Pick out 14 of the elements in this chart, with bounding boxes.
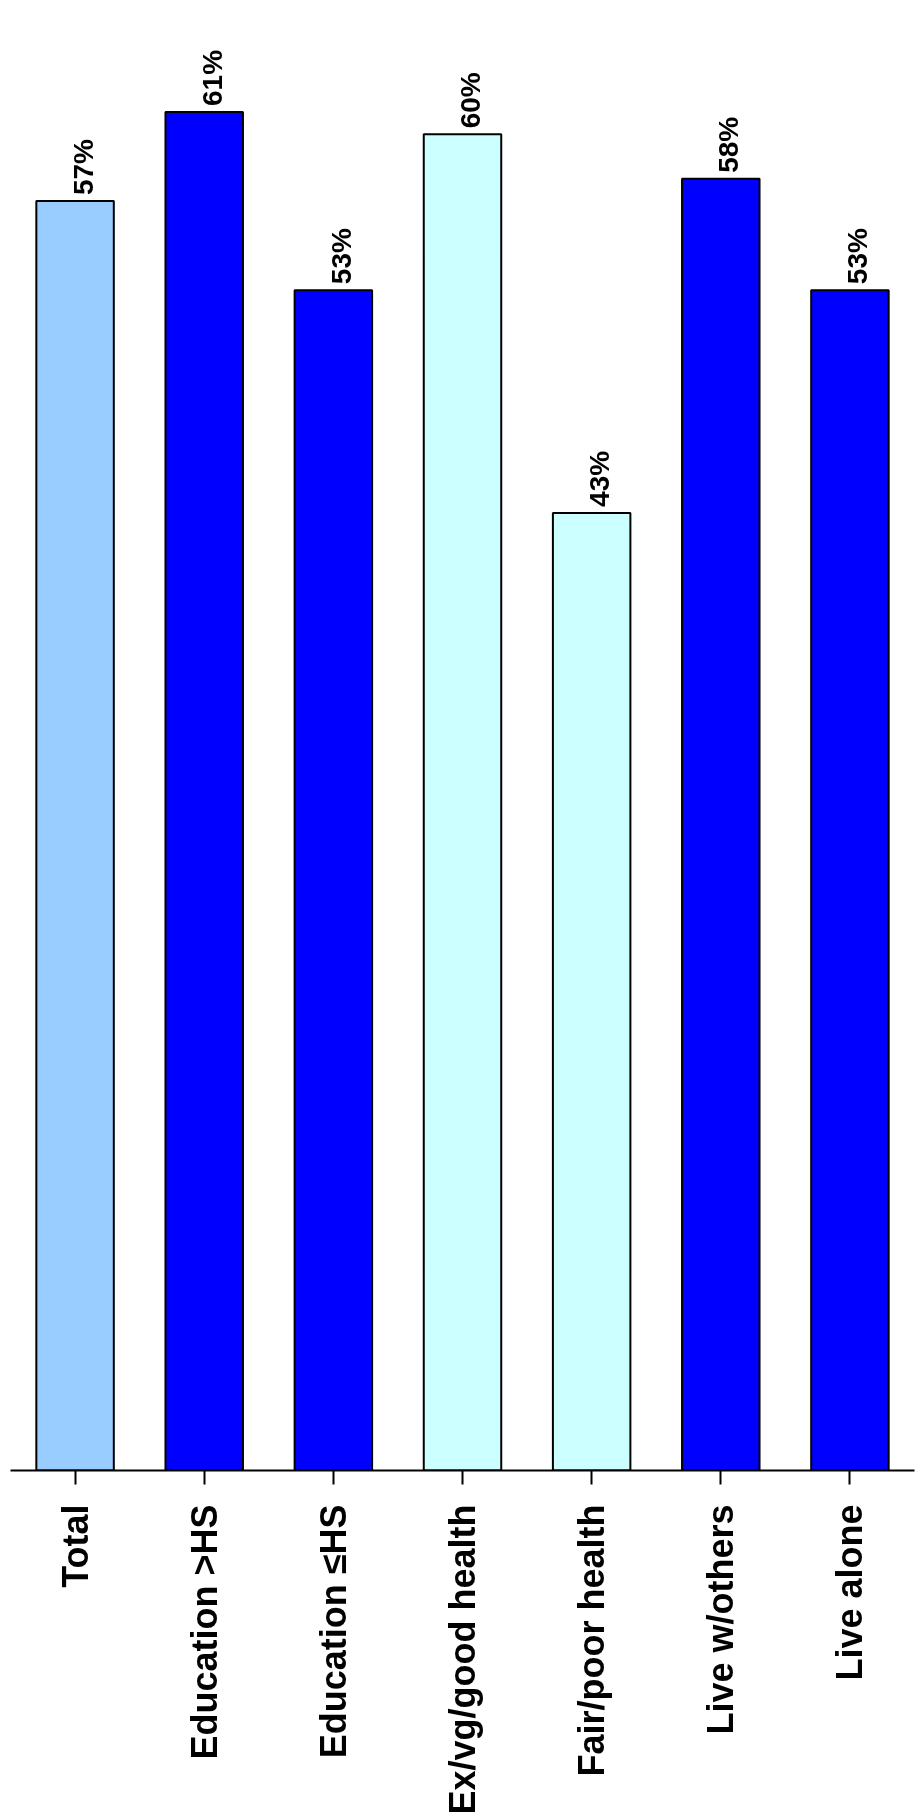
data-label: 43% (584, 450, 616, 507)
x-tick-label: Fair/poor health (571, 1504, 613, 1777)
x-tick-label: Education ≤HS (312, 1504, 354, 1759)
x-tick-label: Ex/vg/good health (442, 1504, 483, 1815)
data-label: 60% (455, 72, 486, 129)
data-label: 57% (67, 138, 99, 196)
x-tick-label: Live alone (829, 1504, 871, 1681)
x-tick-label: Total (54, 1504, 96, 1588)
data-label: 53% (325, 228, 357, 285)
data-label: 61% (196, 49, 228, 107)
data-label: 53% (842, 228, 874, 285)
x-tick-label: Live w/others (700, 1504, 742, 1735)
x-tick-label: Education >HS (183, 1504, 225, 1760)
data-label: 58% (713, 116, 745, 173)
